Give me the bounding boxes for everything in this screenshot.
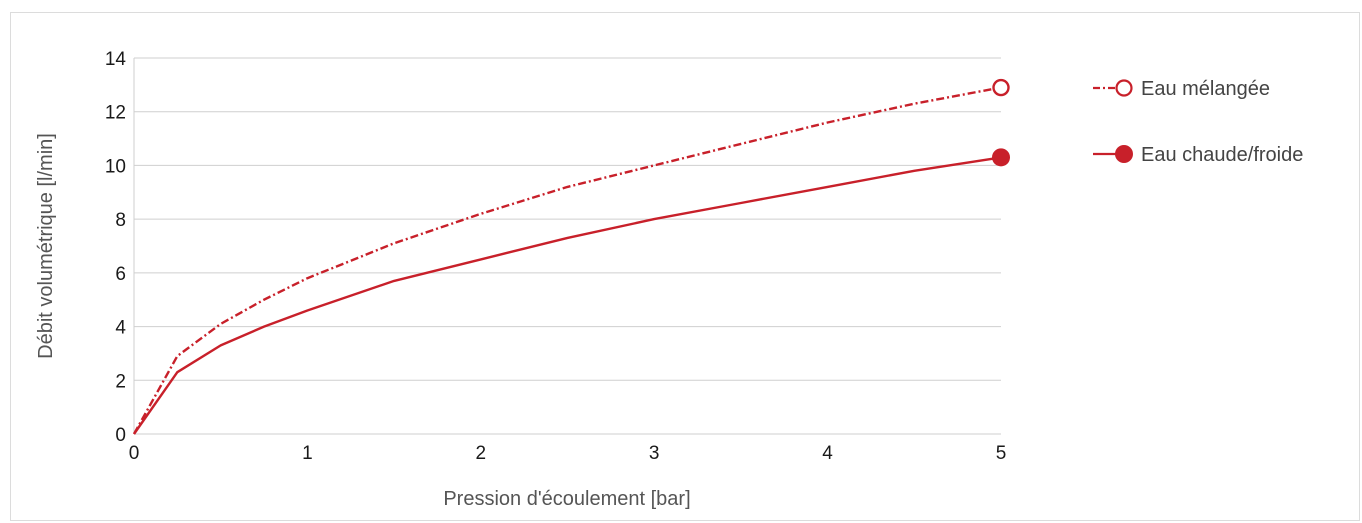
legend-item-eau-chaude-froide: Eau chaude/froide [1093, 144, 1303, 166]
chart-frame [10, 12, 1360, 521]
y-tick-2: 2 [115, 371, 126, 392]
series-line-eau-melangee [132, 86, 1002, 435]
y-tick-10: 10 [105, 156, 126, 177]
x-tick-labels: 0 1 2 3 4 5 [129, 443, 1007, 464]
end-marker-eau-melangee [992, 78, 1010, 97]
x-tick-4: 4 [822, 443, 833, 464]
grid-lines [133, 57, 1001, 435]
series-lines [132, 78, 1010, 435]
x-axis-label: Pression d'écoulement [bar] [443, 488, 690, 510]
x-tick-5: 5 [996, 443, 1007, 464]
x-tick-2: 2 [476, 443, 487, 464]
y-tick-6: 6 [115, 264, 126, 285]
y-tick-labels: 0 2 4 6 8 10 12 14 [105, 49, 127, 446]
legend-label-eau-melangee: Eau mélangée [1141, 78, 1270, 100]
series-line-eau-chaude-froide [133, 156, 1002, 435]
legend-label-eau-chaude-froide: Eau chaude/froide [1141, 144, 1303, 166]
legend-marker-eau-chaude-froide [1115, 145, 1133, 163]
legend: Eau mélangée Eau chaude/froide [1093, 78, 1303, 166]
y-tick-8: 8 [115, 210, 126, 231]
legend-item-eau-melangee: Eau mélangée [1093, 78, 1270, 100]
x-tick-1: 1 [302, 443, 313, 464]
end-marker-eau-chaude-froide [992, 148, 1010, 167]
y-tick-0: 0 [115, 425, 126, 446]
y-tick-14: 14 [105, 49, 127, 70]
x-tick-0: 0 [129, 443, 140, 464]
y-tick-4: 4 [115, 318, 126, 339]
y-tick-12: 12 [105, 103, 126, 124]
legend-marker-eau-melangee [1115, 79, 1133, 97]
y-axis-label: Débit volumétrique [l/min] [35, 133, 57, 359]
x-tick-3: 3 [649, 443, 660, 464]
